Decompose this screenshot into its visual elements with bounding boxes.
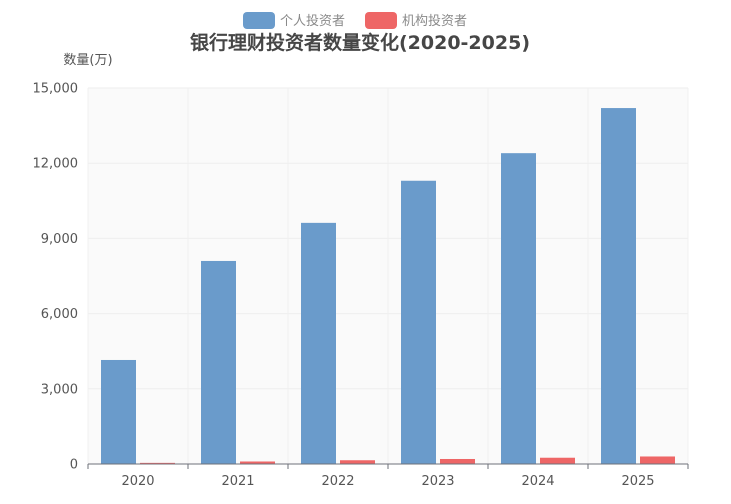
legend-item-personal[interactable]: 个人投资者 — [243, 12, 345, 29]
y-axis-ticks: 0 3,000 6,000 9,000 12,000 15,000 — [33, 82, 79, 473]
legend-swatch-institutional — [365, 12, 397, 29]
x-tick-label: 2025 — [621, 474, 654, 489]
bar-institutional-2021[interactable] — [240, 461, 275, 464]
x-tick-label: 2022 — [321, 474, 354, 489]
bar-personal-2020[interactable] — [101, 359, 136, 464]
bar-institutional-2023[interactable] — [440, 458, 475, 464]
x-axis-ticks: 2020 2021 2022 2023 2024 2025 — [87, 464, 689, 489]
legend-item-institutional[interactable]: 机构投资者 — [365, 12, 467, 29]
bar-personal-2024[interactable] — [501, 153, 536, 464]
x-tick-label: 2020 — [121, 474, 154, 489]
legend-swatch-personal — [243, 12, 275, 29]
bar-institutional-2025[interactable] — [640, 456, 675, 464]
bar-institutional-2020[interactable] — [140, 462, 175, 464]
y-tick-label: 6,000 — [41, 307, 78, 322]
y-axis-label: 数量(万) — [63, 53, 112, 68]
bar-personal-2021[interactable] — [201, 260, 236, 464]
bars — [101, 108, 675, 464]
y-tick-label: 3,000 — [41, 382, 78, 397]
bar-institutional-2022[interactable] — [340, 460, 375, 464]
legend: 个人投资者 机构投资者 — [243, 12, 467, 29]
x-tick-label: 2021 — [221, 474, 254, 489]
x-tick-label: 2024 — [521, 474, 554, 489]
chart-title: 银行理财投资者数量变化(2020-2025) — [190, 31, 530, 54]
bar-institutional-2024[interactable] — [540, 457, 575, 464]
bar-personal-2022[interactable] — [301, 222, 336, 464]
bar-personal-2025[interactable] — [601, 108, 636, 464]
y-tick-label: 12,000 — [33, 157, 79, 172]
y-tick-label: 0 — [70, 458, 78, 473]
x-tick-label: 2023 — [421, 474, 454, 489]
bar-personal-2023[interactable] — [401, 180, 436, 464]
legend-label-institutional: 机构投资者 — [402, 13, 467, 29]
gridlines — [87, 87, 689, 464]
y-tick-label: 9,000 — [41, 232, 78, 247]
legend-label-personal: 个人投资者 — [280, 13, 345, 29]
y-tick-label: 15,000 — [33, 82, 79, 97]
